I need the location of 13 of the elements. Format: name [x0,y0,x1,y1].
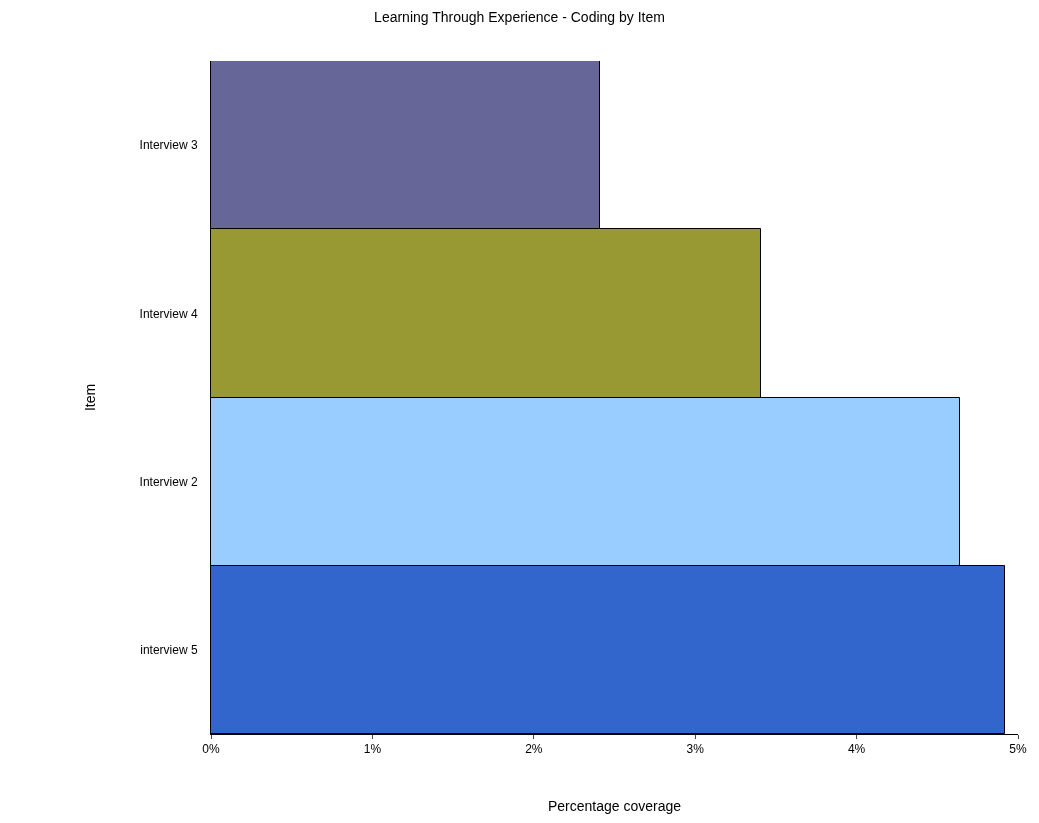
x-tick-label: 3% [686,742,705,757]
x-tick-label: 4% [847,742,866,757]
x-axis-title: Percentage coverage [547,797,682,814]
y-tick-label: interview 5 [140,643,198,658]
y-tick-label: Interview 3 [139,138,198,153]
x-tick-label: 2% [525,742,543,757]
y-tick-label: Interview 4 [139,306,198,321]
chart-title: Learning Through Experience - Coding by Item [374,9,665,26]
y-tick-label: Interview 2 [139,474,198,489]
x-tick-label: 0% [202,742,220,757]
x-tick-label: 1% [363,742,382,757]
x-tick-label: 5% [1009,742,1027,757]
y-axis-title: Item [82,383,99,412]
